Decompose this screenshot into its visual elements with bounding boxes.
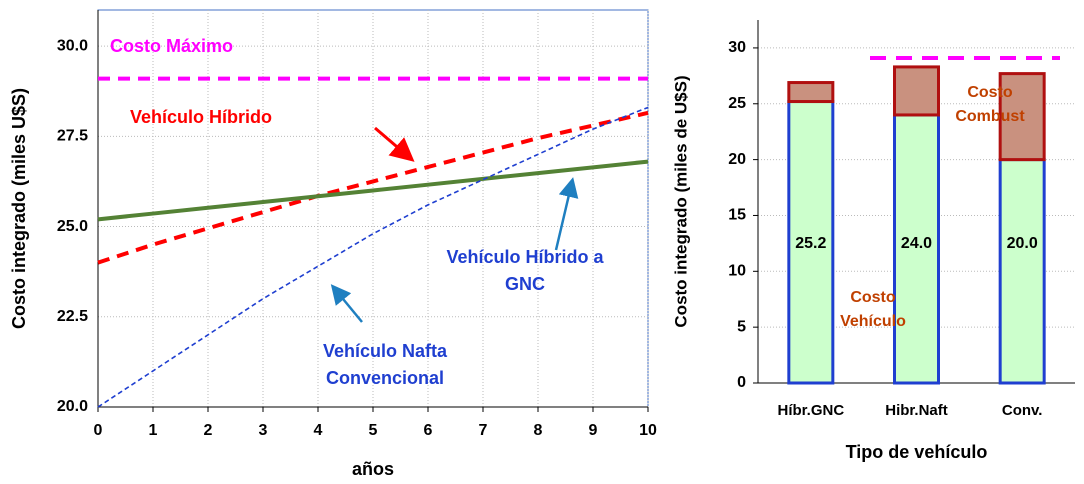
x-tick-label: Conv. bbox=[1002, 402, 1043, 419]
series-line bbox=[97, 106, 649, 408]
bar-segment bbox=[787, 81, 835, 104]
x-tick-label: 1 bbox=[149, 422, 158, 439]
value-label: 24.0 bbox=[901, 235, 932, 252]
series-label: Costo Vehículo bbox=[840, 289, 906, 330]
series-label: Vehículo Nafta Convencional bbox=[323, 341, 448, 388]
x-tick-label: 0 bbox=[94, 422, 103, 439]
value-label: 25.2 bbox=[795, 235, 826, 252]
y-tick-label: 25 bbox=[728, 95, 746, 112]
y-axis-label: Costo integrado (miles de U$S) bbox=[671, 75, 690, 327]
series-label: Vehículo Híbrido bbox=[130, 107, 272, 127]
x-tick-label: 4 bbox=[314, 422, 323, 439]
x-tick-label: 9 bbox=[589, 422, 598, 439]
y-tick-label: 0 bbox=[737, 374, 746, 391]
y-tick-label: 20.0 bbox=[57, 398, 88, 415]
y-tick-label: 10 bbox=[728, 263, 746, 280]
x-axis-label: Tipo de vehículo bbox=[846, 442, 988, 462]
arrow bbox=[330, 284, 363, 323]
series-label: Costo Máximo bbox=[110, 36, 233, 56]
bar-segment bbox=[787, 100, 835, 385]
y-tick-label: 20 bbox=[728, 151, 746, 168]
x-tick-label: 10 bbox=[639, 422, 657, 439]
y-tick-label: 30 bbox=[728, 39, 746, 56]
bar-segment bbox=[893, 65, 940, 117]
x-tick-label: 6 bbox=[424, 422, 433, 439]
bar-segment bbox=[893, 113, 940, 385]
y-tick-label: 27.5 bbox=[57, 128, 88, 145]
arrow bbox=[374, 126, 415, 162]
x-tick-label: 2 bbox=[204, 422, 213, 439]
series-label: Vehículo Híbrido a GNC bbox=[446, 247, 604, 294]
x-axis-label: años bbox=[352, 459, 394, 479]
x-tick-label: 3 bbox=[259, 422, 268, 439]
x-tick-label: 8 bbox=[534, 422, 543, 439]
x-tick-label: Híbr.GNC bbox=[777, 402, 844, 419]
arrow bbox=[554, 177, 579, 251]
y-tick-label: 5 bbox=[737, 318, 746, 335]
y-tick-label: 15 bbox=[728, 207, 746, 224]
series-label: Costo Combust bbox=[955, 84, 1025, 125]
y-tick-label: 25.0 bbox=[57, 218, 88, 235]
value-label: 20.0 bbox=[1007, 235, 1038, 252]
bar-segment bbox=[998, 158, 1046, 385]
bar-segment bbox=[998, 72, 1046, 162]
x-tick-label: 7 bbox=[479, 422, 488, 439]
y-tick-label: 22.5 bbox=[57, 308, 88, 325]
series-line bbox=[97, 110, 649, 265]
y-tick-label: 30.0 bbox=[57, 37, 88, 54]
series-line bbox=[97, 159, 649, 222]
x-tick-label: 5 bbox=[369, 422, 378, 439]
y-axis-label: Costo integrado (miles U$S) bbox=[9, 88, 29, 329]
x-tick-label: Hibr.Naft bbox=[885, 402, 948, 419]
